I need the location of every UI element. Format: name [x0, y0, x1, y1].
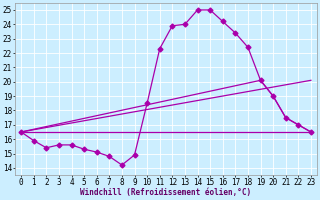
X-axis label: Windchill (Refroidissement éolien,°C): Windchill (Refroidissement éolien,°C) [80, 188, 252, 197]
